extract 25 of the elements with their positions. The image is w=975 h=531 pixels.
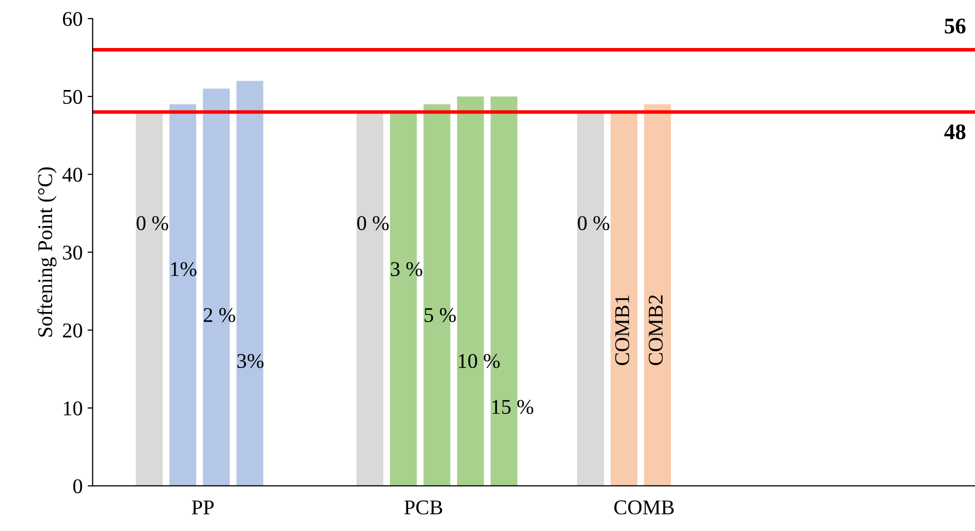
y-tick-label: 10 — [64, 401, 82, 416]
annotation: 1% — [171, 262, 196, 276]
y-axis-title: Softening Point (°C) — [37, 167, 57, 337]
annotation: COMB1 — [615, 295, 630, 366]
annotation: 0 % — [136, 216, 168, 230]
annotation: 0 % — [578, 216, 610, 230]
ref-line-label: 48 — [944, 124, 966, 140]
annotation: 10 % — [458, 354, 500, 368]
annotation: 0 % — [357, 216, 389, 230]
ref-line-label: 56 — [944, 18, 966, 34]
annotation: 3 % — [390, 262, 422, 276]
y-tick-label: 20 — [62, 323, 82, 338]
y-tick-label: 0 — [73, 479, 82, 494]
annotation: 15 % — [492, 400, 534, 414]
y-tick-label: 60 — [62, 12, 82, 26]
y-tick-label: 50 — [63, 90, 82, 104]
x-tick-label: PP — [192, 500, 214, 514]
annotation: 2 % — [204, 308, 236, 322]
annotation: COMB2 — [648, 295, 663, 366]
y-tick-label: 40 — [62, 168, 82, 182]
annotation: 5 % — [424, 308, 456, 322]
x-tick-label: PCB — [404, 500, 442, 514]
y-tick-label: 30 — [63, 246, 82, 260]
annotation: 3% — [237, 354, 264, 368]
x-tick-label: COMB — [614, 500, 674, 514]
